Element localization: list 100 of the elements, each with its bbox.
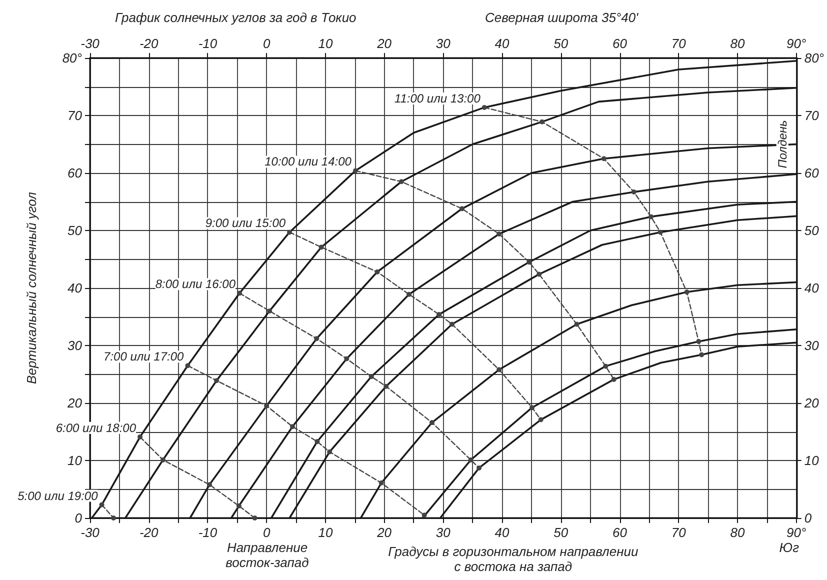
point <box>318 244 324 250</box>
point <box>406 292 412 297</box>
annotation: 11:00 или 13:00 <box>394 91 481 106</box>
point <box>496 231 502 236</box>
point <box>658 230 663 235</box>
point <box>264 403 270 408</box>
y-tick-label: 70 <box>68 108 83 123</box>
y2-tick-label: 60 <box>804 166 820 180</box>
chart-subtitle: Северная широта 35°40' <box>485 10 639 25</box>
x-tick-label: 40 <box>494 525 510 540</box>
point <box>344 356 350 362</box>
point <box>384 384 389 389</box>
y2-tick-label: 20 <box>803 396 820 410</box>
x2-tick-label: 20 <box>376 36 392 51</box>
point <box>526 260 532 265</box>
point <box>314 336 320 342</box>
x2-tick-label: 80 <box>730 36 746 51</box>
point <box>684 290 690 295</box>
point <box>696 338 702 344</box>
y2-tick-label: 30 <box>804 338 820 353</box>
y2-tick-label: 80° <box>804 50 824 66</box>
point <box>236 503 242 508</box>
annotation: 6:00 или 18:00 <box>56 420 136 435</box>
x-axis-title: Градусы в горизонтальном направлении с востока на запад <box>388 544 638 574</box>
point <box>287 230 292 235</box>
y-tick-label: 60 <box>68 166 83 180</box>
annotation: 5:00 или 19:00 <box>18 488 98 503</box>
point <box>138 434 143 440</box>
annotation: 8:00 или 16:00 <box>155 277 236 292</box>
x2-tick-label: 10 <box>318 36 334 51</box>
x-tick-label: -20 <box>139 525 160 540</box>
x-tick-label: 60 <box>612 525 628 540</box>
y-tick-label: 50 <box>68 223 83 238</box>
point <box>611 376 616 382</box>
x2-tick-label: 40 <box>494 36 510 51</box>
annotation: Полдень <box>775 120 790 168</box>
point <box>252 516 258 520</box>
point <box>237 290 242 296</box>
point <box>422 512 427 518</box>
point <box>530 405 535 410</box>
point <box>631 189 636 194</box>
point <box>476 465 482 470</box>
y-tick-label: 80° <box>62 50 82 66</box>
y-tick-label: 20 <box>66 396 83 410</box>
point <box>111 516 116 520</box>
y-tick-label: 10 <box>68 453 83 468</box>
y2-tick-label: 40 <box>804 280 820 296</box>
annotation: 10:00 или 14:00 <box>264 154 352 169</box>
point <box>468 457 474 462</box>
y2-tick-label: 0 <box>804 510 812 526</box>
x2-tick-label: 30 <box>436 36 452 51</box>
annotation: 9:00 или 15:00 <box>205 216 286 230</box>
x-tick-label: 10 <box>318 525 334 540</box>
x2-tick-label: 90° <box>786 36 806 51</box>
point <box>450 322 454 327</box>
annotation: 7:00 или 17:00 <box>104 350 184 364</box>
point <box>314 439 320 444</box>
y2-tick-label: 10 <box>804 453 820 468</box>
text: Направление восток-запад <box>226 540 309 570</box>
point <box>482 104 487 110</box>
point <box>429 420 434 426</box>
point <box>378 480 384 486</box>
point <box>601 156 606 162</box>
x2-tick-label: 60 <box>612 36 628 51</box>
point <box>536 272 542 277</box>
point <box>185 363 190 368</box>
x-tick-label: 30 <box>436 525 452 540</box>
point <box>214 378 220 384</box>
y-tick-label: 40 <box>68 280 83 296</box>
x2-tick-label: 0 <box>262 36 271 51</box>
y2-tick-label: 50 <box>804 223 820 238</box>
point <box>290 424 295 430</box>
x2-tick-label: -20 <box>139 36 160 51</box>
x2-tick-label: -30 <box>80 36 100 51</box>
point <box>374 269 380 274</box>
point <box>648 214 654 220</box>
point <box>460 206 465 212</box>
point <box>368 374 374 380</box>
x-tick-label: 0 <box>262 525 271 540</box>
point <box>496 367 502 372</box>
x-tick-label: 50 <box>554 525 569 540</box>
point <box>398 179 404 184</box>
x2-tick-label: -10 <box>198 36 218 51</box>
x-tick-label: -30 <box>80 525 100 540</box>
point <box>352 168 358 174</box>
point <box>538 417 544 422</box>
y2-tick-label: 70 <box>804 108 820 123</box>
y-axis-title: Вертикальный солнечный угол <box>24 191 39 384</box>
x2-tick-label: 50 <box>554 36 569 51</box>
x2-tick-label: 70 <box>671 36 687 51</box>
point <box>574 322 580 327</box>
x-tick-label: 90° <box>786 525 806 540</box>
point <box>436 312 442 317</box>
x-tick-label: -10 <box>198 525 218 540</box>
point <box>99 502 104 508</box>
text: Юг <box>779 540 800 555</box>
point <box>603 364 608 369</box>
point <box>160 457 166 462</box>
x-tick-label: 70 <box>671 525 687 540</box>
point <box>699 352 704 358</box>
